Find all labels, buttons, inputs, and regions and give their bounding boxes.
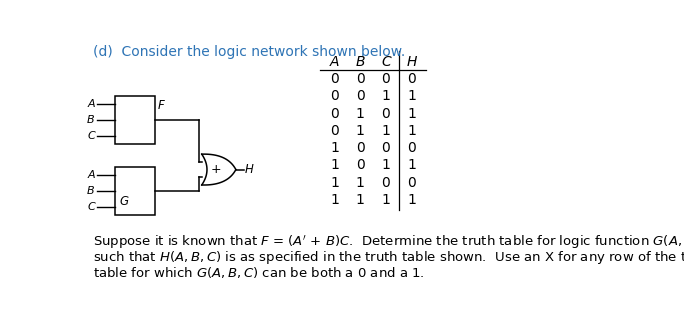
Text: 1: 1 <box>356 193 365 207</box>
Text: such that $\it{H}(\it{A, B, C})$ is as specified in the truth table shown.  Use : such that $\it{H}(\it{A, B, C})$ is as s… <box>93 249 684 266</box>
Text: 0: 0 <box>330 124 339 138</box>
Text: 1: 1 <box>382 124 391 138</box>
Text: 0: 0 <box>330 72 339 86</box>
Text: B: B <box>356 55 365 69</box>
Text: 1: 1 <box>407 193 416 207</box>
Text: 0: 0 <box>356 89 365 103</box>
Text: 1: 1 <box>330 141 339 155</box>
Text: C: C <box>87 202 95 211</box>
Text: F: F <box>157 99 164 112</box>
Text: C: C <box>381 55 391 69</box>
Text: 0: 0 <box>356 141 365 155</box>
Text: 1: 1 <box>382 193 391 207</box>
Text: table for which $\it{G}(\it{A, B, C})$ can be both a 0 and a 1.: table for which $\it{G}(\it{A, B, C})$ c… <box>93 265 425 280</box>
Text: 0: 0 <box>407 72 416 86</box>
Text: 1: 1 <box>382 89 391 103</box>
Text: C: C <box>87 131 95 141</box>
Text: 0: 0 <box>356 72 365 86</box>
Text: 1: 1 <box>407 159 416 173</box>
Text: A: A <box>87 170 95 180</box>
Text: 0: 0 <box>382 72 390 86</box>
Text: H: H <box>245 163 254 176</box>
Text: 1: 1 <box>407 107 416 121</box>
Bar <box>115 96 155 144</box>
Text: 1: 1 <box>407 89 416 103</box>
Text: Suppose it is known that $\it{F}$ = $(\it{A}'$ + $\it{B})\it{C}$.  Determine the: Suppose it is known that $\it{F}$ = $(\i… <box>93 233 684 251</box>
Text: 1: 1 <box>407 124 416 138</box>
Text: B: B <box>87 115 95 125</box>
Text: 0: 0 <box>382 141 390 155</box>
Text: 1: 1 <box>382 159 391 173</box>
Text: H: H <box>406 55 417 69</box>
Text: A: A <box>87 99 95 109</box>
Text: +: + <box>211 163 221 176</box>
Text: 1: 1 <box>330 176 339 190</box>
Text: 1: 1 <box>330 193 339 207</box>
Text: (d)  Consider the logic network shown below.: (d) Consider the logic network shown bel… <box>93 45 406 59</box>
Text: 0: 0 <box>382 107 390 121</box>
Text: B: B <box>87 186 95 196</box>
Text: 1: 1 <box>330 159 339 173</box>
Text: 0: 0 <box>356 159 365 173</box>
Text: 0: 0 <box>330 107 339 121</box>
Text: A: A <box>330 55 339 69</box>
Bar <box>115 167 155 215</box>
Text: 0: 0 <box>407 176 416 190</box>
Text: G: G <box>120 196 129 208</box>
Text: 1: 1 <box>356 176 365 190</box>
Text: 0: 0 <box>382 176 390 190</box>
Text: 0: 0 <box>330 89 339 103</box>
Text: 0: 0 <box>407 141 416 155</box>
Text: 1: 1 <box>356 124 365 138</box>
Text: 1: 1 <box>356 107 365 121</box>
